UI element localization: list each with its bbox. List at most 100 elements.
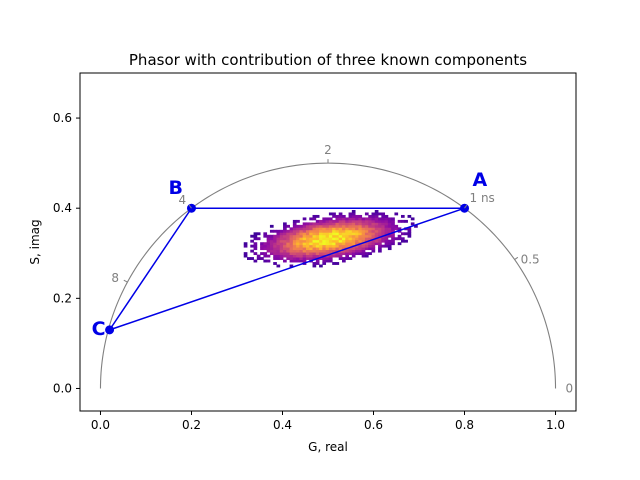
density-cell — [378, 222, 382, 226]
density-cell — [345, 224, 349, 228]
density-cell — [299, 227, 304, 231]
density-cell — [351, 217, 356, 221]
density-cell — [302, 217, 307, 221]
density-cell — [387, 224, 392, 228]
density-cell — [345, 252, 349, 256]
density-cell — [315, 227, 320, 231]
density-cell — [361, 254, 366, 258]
density-cell — [384, 219, 389, 223]
density-cell — [325, 232, 330, 236]
density-cell — [273, 229, 277, 233]
density-cell — [328, 227, 333, 231]
density-cell — [325, 229, 330, 233]
density-cell — [361, 242, 366, 246]
density-cell — [328, 254, 333, 258]
density-cell — [266, 249, 271, 253]
density-cell — [305, 247, 310, 251]
density-cell — [289, 254, 294, 258]
density-cell — [286, 232, 290, 236]
density-cell — [342, 252, 346, 256]
density-cell — [296, 242, 300, 246]
density-cell — [247, 257, 251, 260]
density-cell — [292, 242, 297, 246]
density-cell — [315, 222, 320, 226]
density-cell — [322, 259, 327, 263]
density-cell — [273, 239, 277, 243]
density-cell — [335, 232, 340, 236]
density-cell — [355, 224, 359, 228]
density-cell — [322, 242, 327, 246]
density-cell — [338, 252, 343, 256]
density-cell — [302, 239, 307, 243]
density-cell — [292, 222, 297, 226]
density-cell — [283, 242, 287, 246]
density-cell — [325, 217, 330, 221]
density-cell — [266, 259, 271, 263]
density-cell — [283, 232, 287, 236]
density-cell — [342, 259, 346, 263]
component-label-c: C — [92, 318, 106, 340]
density-cell — [309, 249, 313, 253]
density-cell — [374, 217, 379, 221]
density-cell — [400, 237, 405, 241]
density-cell — [332, 239, 336, 243]
density-cell — [299, 247, 304, 251]
density-cell — [332, 224, 336, 228]
density-cell — [292, 259, 297, 263]
density-cell — [335, 252, 340, 256]
density-cell — [371, 224, 376, 228]
density-cell — [338, 212, 343, 216]
density-cell — [315, 219, 320, 223]
density-cell — [286, 249, 290, 253]
density-cell — [315, 239, 320, 243]
density-cell — [384, 214, 389, 218]
density-cell — [315, 242, 320, 246]
density-cell — [253, 244, 258, 248]
density-cell — [338, 242, 343, 246]
component-label-b: B — [168, 177, 182, 199]
density-cell — [397, 242, 402, 246]
density-cell — [289, 257, 294, 260]
density-cell — [305, 254, 310, 258]
density-cell — [243, 252, 248, 256]
density-cell — [315, 244, 320, 248]
density-cell — [315, 259, 320, 263]
density-cell — [368, 242, 372, 246]
density-cell — [289, 232, 294, 236]
density-cell — [279, 239, 284, 243]
density-cell — [309, 254, 313, 258]
density-cell — [361, 252, 366, 256]
density-cell — [309, 257, 313, 260]
density-cell — [400, 214, 405, 218]
density-cell — [250, 257, 254, 260]
density-cell — [276, 247, 281, 251]
density-cell — [361, 222, 366, 226]
density-cell — [351, 249, 356, 253]
lifetime-tick-1 — [514, 256, 519, 260]
density-cell — [260, 247, 264, 251]
density-cell — [342, 214, 346, 218]
density-cell — [332, 249, 336, 253]
density-cell — [312, 249, 317, 253]
density-cell — [243, 242, 248, 246]
density-cell — [351, 234, 356, 238]
density-cell — [266, 237, 271, 241]
density-cell — [319, 242, 323, 246]
density-cell — [335, 214, 340, 218]
density-cell — [348, 217, 353, 221]
density-cell — [345, 242, 349, 246]
density-cell — [315, 262, 320, 265]
density-cell — [253, 247, 258, 251]
density-cell — [351, 229, 356, 233]
density-cell — [312, 262, 317, 265]
lifetime-label-4: 4 — [178, 193, 186, 207]
density-cell — [273, 237, 277, 241]
density-cell — [250, 234, 254, 238]
density-cell — [355, 249, 359, 253]
density-cell — [266, 239, 271, 243]
density-cell — [332, 237, 336, 241]
density-cell — [384, 227, 389, 231]
density-cell — [286, 244, 290, 248]
density-cell — [302, 227, 307, 231]
density-cell — [407, 227, 412, 231]
